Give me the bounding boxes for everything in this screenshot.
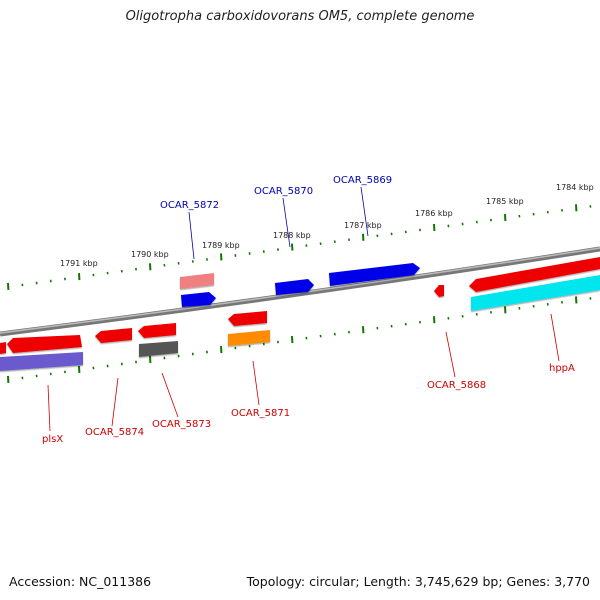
gene-ocar-5870[interactable] [275,279,314,295]
gene-plsx[interactable] [7,335,82,353]
gene-ocar-5874[interactable] [95,328,132,343]
label-ocar-5873[interactable]: OCAR_5873 [152,419,211,430]
gene-ocar-5873[interactable] [138,323,176,338]
gene-left-edge[interactable] [0,342,6,354]
reverse-genes [0,257,600,371]
label-ocar-5869[interactable]: OCAR_5869 [333,175,392,186]
leader-ocar-5870 [282,197,291,248]
gene-ocar-5872[interactable] [181,292,216,307]
tick-label: 1784 kbp [556,183,594,192]
gene-plsx-purple[interactable] [0,352,83,371]
genome-title: Oligotropha carboxidovorans OM5, complet… [125,9,475,24]
tick-label: 1787 kbp [344,221,382,230]
label-ocar-5868[interactable]: OCAR_5868 [427,380,486,391]
leader-ocar-5868 [445,331,456,378]
tick-label: 1786 kbp [415,209,453,218]
forward-genes [180,263,420,307]
labels-lower: plsX OCAR_5874 OCAR_5873 OCAR_5871 OCAR_… [42,313,575,445]
tick-track-upper [7,204,592,290]
gene-ocar-5872-light[interactable] [180,273,214,289]
leader-ocar-5872 [188,211,195,260]
label-ocar-5871[interactable]: OCAR_5871 [231,408,290,419]
tick-track-lower [7,296,592,383]
gene-ocar-5871[interactable] [228,311,267,326]
leader-plsx [47,384,51,432]
tick-label: 1791 kbp [60,259,98,268]
genome-backbone [0,246,600,337]
genome-summary-text: Topology: circular; Length: 3,745,629 bp… [246,574,590,589]
label-plsx[interactable]: plsX [42,434,63,445]
leader-hppa [550,313,560,362]
gene-ocar-5871-orange[interactable] [228,330,270,346]
leader-ocar-5871 [252,360,260,406]
gene-ocar-5873-gray[interactable] [139,341,178,357]
label-ocar-5872[interactable]: OCAR_5872 [160,200,219,211]
gene-hppa[interactable] [469,257,600,292]
label-hppa[interactable]: hppA [549,363,575,374]
labels-upper: OCAR_5872 OCAR_5870 OCAR_5869 [160,175,392,260]
accession-text: Accession: NC_011386 [9,574,152,589]
leader-ocar-5874 [111,377,119,427]
gene-ocar-5868[interactable] [434,285,444,297]
tick-label: 1785 kbp [486,197,524,206]
label-ocar-5870[interactable]: OCAR_5870 [254,186,313,197]
gene-ocar-5869[interactable] [329,263,420,286]
leader-ocar-5869 [360,186,369,237]
label-ocar-5874[interactable]: OCAR_5874 [85,427,144,438]
tick-label: 1788 kbp [273,231,311,240]
tick-label: 1789 kbp [202,241,240,250]
ruler-labels: 1791 kbp 1790 kbp 1789 kbp 1788 kbp 1787… [60,183,594,268]
leader-ocar-5873 [161,372,179,418]
gene-hppa-cyan[interactable] [471,275,600,311]
tick-label: 1790 kbp [131,250,169,259]
